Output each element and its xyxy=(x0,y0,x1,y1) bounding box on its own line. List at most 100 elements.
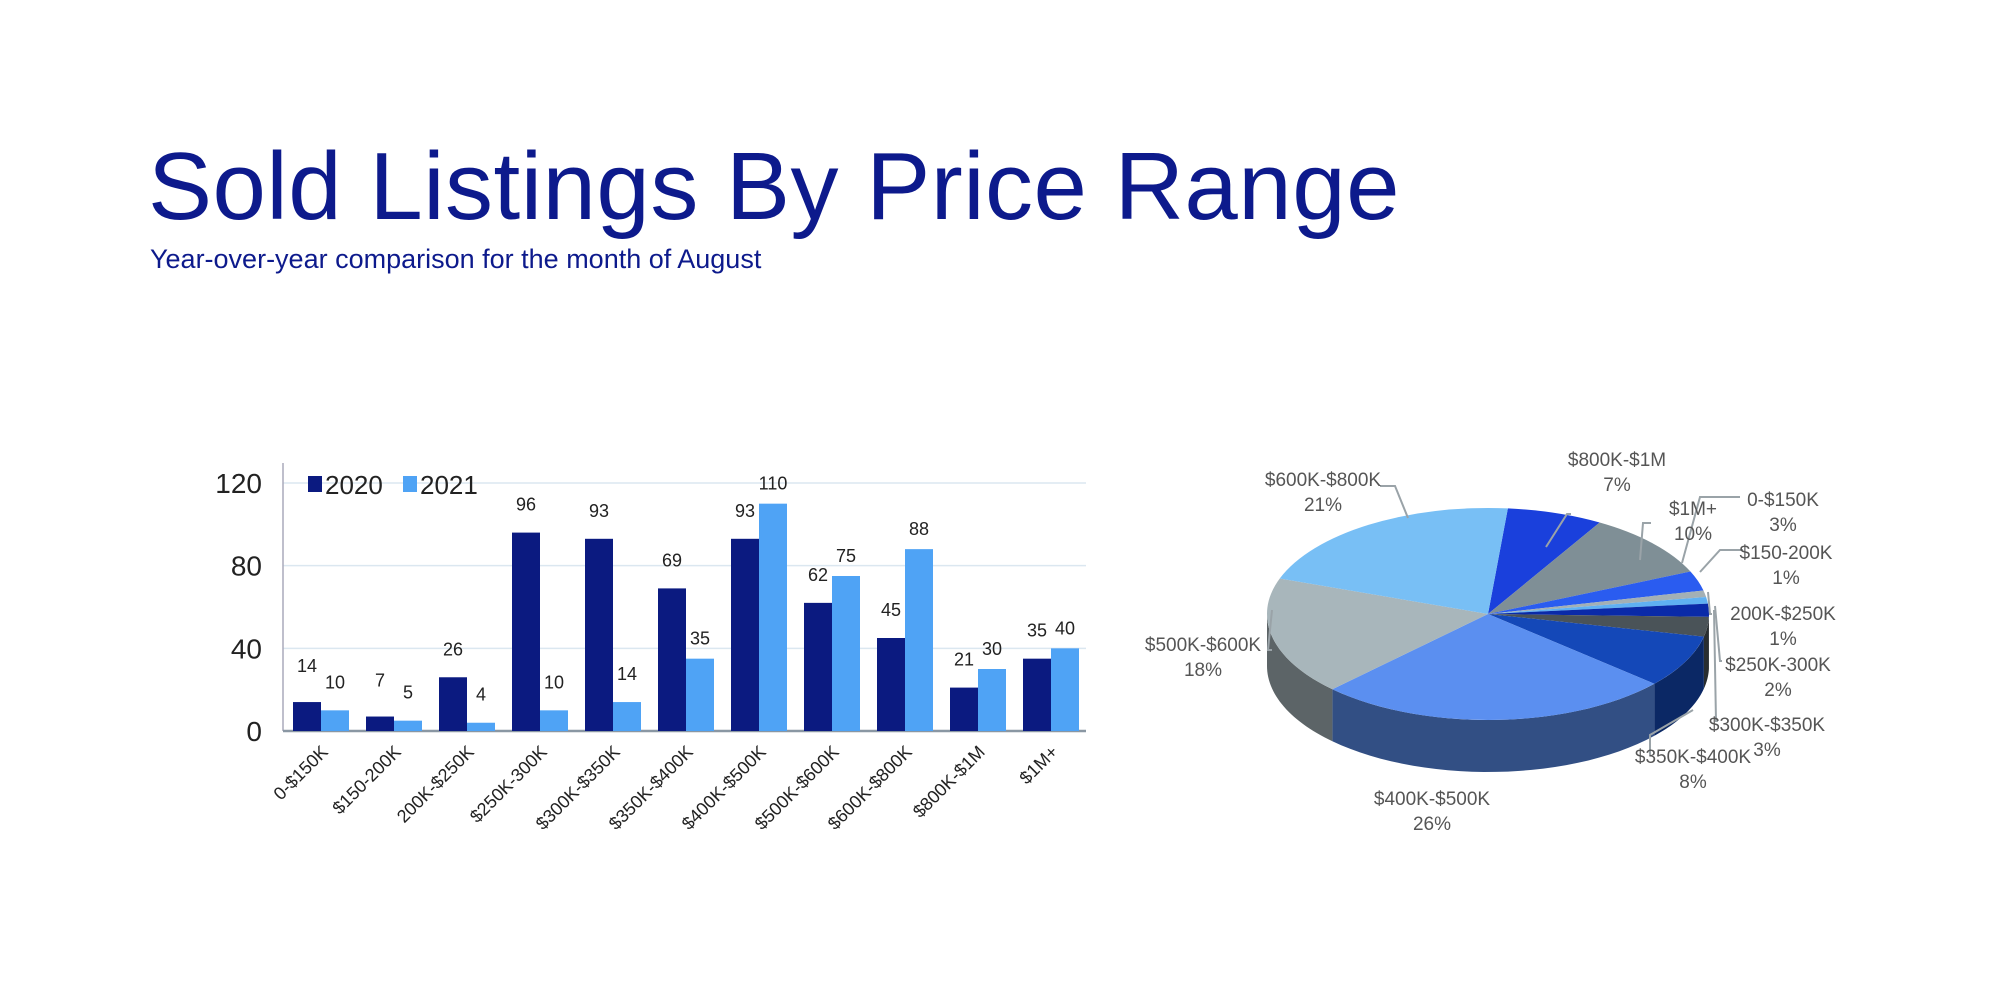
pie-slice xyxy=(1488,590,1707,614)
bar-2021 xyxy=(1051,648,1079,731)
pie-label: $150-200K xyxy=(1740,543,1833,564)
pie-label: 200K-$250K xyxy=(1730,604,1836,625)
pie-percent: 18% xyxy=(1184,660,1222,681)
x-tick-label: $150-200K xyxy=(328,742,404,818)
legend-label: 2020 xyxy=(325,470,383,500)
pie-percent: 7% xyxy=(1603,475,1631,496)
pie-percent: 1% xyxy=(1772,568,1800,589)
pie-label: $250K-300K xyxy=(1725,655,1831,676)
pie-slice xyxy=(1488,508,1600,614)
leader-line xyxy=(1713,609,1718,722)
data-label: 30 xyxy=(982,639,1002,659)
bar-2020 xyxy=(950,687,978,731)
leader-line xyxy=(1699,549,1743,573)
bar-2021 xyxy=(467,722,495,731)
bar-2020 xyxy=(512,532,540,731)
legend-label: 2021 xyxy=(420,470,478,500)
pie-slice xyxy=(1488,614,1709,637)
data-label: 5 xyxy=(403,683,413,703)
pie-percent: 26% xyxy=(1413,814,1451,835)
page-subtitle: Year-over-year comparison for the month … xyxy=(150,244,762,274)
y-tick-label: 40 xyxy=(231,633,262,664)
bar-2021 xyxy=(759,503,787,731)
bar-chart: 0 40 80 120 14 10 0-$150K 75 $150-200K 26 4 200K-$2… xyxy=(215,463,1086,834)
data-label: 88 xyxy=(909,519,929,539)
pie-percent: 1% xyxy=(1769,629,1797,650)
legend-swatch-2021 xyxy=(403,476,417,492)
pie-label: $800K-$1M xyxy=(1568,450,1666,471)
data-label: 93 xyxy=(589,501,609,521)
data-label: 40 xyxy=(1055,618,1075,638)
data-label: 69 xyxy=(662,550,682,570)
x-tick-label: $800K-$1M xyxy=(909,742,989,822)
pie-side xyxy=(1267,614,1333,742)
pie-side xyxy=(1654,636,1704,736)
leader-line xyxy=(1380,485,1409,519)
pie-label: $400K-$500K xyxy=(1374,789,1491,810)
x-tick-label: $1M+ xyxy=(1015,742,1061,788)
leader-line xyxy=(1545,513,1571,548)
pie-percent: 2% xyxy=(1764,680,1792,701)
pie-side xyxy=(1703,616,1709,689)
pie-percent: 8% xyxy=(1679,772,1707,793)
data-label: 35 xyxy=(690,629,710,649)
data-label: 75 xyxy=(836,546,856,566)
page-title: Sold Listings By Price Range xyxy=(148,133,1400,240)
leader-line xyxy=(1707,591,1712,615)
bar-2020 xyxy=(439,677,467,731)
data-label: 14 xyxy=(297,656,317,676)
bar-2021 xyxy=(978,669,1006,731)
pie-percent: 10% xyxy=(1674,524,1712,545)
bar-2021 xyxy=(686,658,714,731)
pie-percent: 3% xyxy=(1753,740,1781,761)
bar-2020 xyxy=(658,588,686,731)
bar-2021 xyxy=(540,710,568,731)
leader-line xyxy=(1681,496,1740,564)
bar-2021 xyxy=(394,720,422,731)
leader-line xyxy=(1649,709,1694,755)
pie-label: $300K-$350K xyxy=(1709,715,1826,736)
pie-side xyxy=(1332,683,1655,772)
bar-2020 xyxy=(1023,658,1051,731)
pie-slice xyxy=(1332,614,1655,721)
y-tick-label: 80 xyxy=(231,551,262,582)
bar-2021 xyxy=(613,702,641,731)
pie-percent: 3% xyxy=(1769,515,1797,536)
data-label: 110 xyxy=(759,474,788,494)
pie-slice xyxy=(1279,508,1508,614)
data-label: 96 xyxy=(516,495,536,515)
data-label: 10 xyxy=(325,672,345,692)
bar-2020 xyxy=(877,638,905,731)
data-label: 21 xyxy=(954,650,974,670)
pie-label: $1M+ xyxy=(1669,499,1717,520)
y-tick-label: 0 xyxy=(246,716,262,747)
data-label: 10 xyxy=(544,672,564,692)
bar-2020 xyxy=(804,602,832,731)
pie-label: 0-$150K xyxy=(1747,490,1819,511)
legend-swatch-2020 xyxy=(308,476,322,492)
pie-percent: 21% xyxy=(1304,495,1342,516)
leader-line xyxy=(1639,522,1651,561)
leader-line xyxy=(1266,609,1273,651)
data-label: 7 xyxy=(375,671,385,691)
bar-2021 xyxy=(321,710,349,731)
x-tick-label: 0-$150K xyxy=(270,742,332,804)
data-label: 45 xyxy=(881,600,901,620)
pie-slice xyxy=(1488,571,1704,614)
y-tick-label: 120 xyxy=(215,468,262,499)
pie-label: $500K-$600K xyxy=(1145,635,1262,656)
data-label: 4 xyxy=(476,685,486,705)
pie-slice xyxy=(1488,522,1691,614)
bar-2021 xyxy=(905,549,933,731)
bar-2021 xyxy=(832,576,860,731)
data-label: 26 xyxy=(443,639,463,659)
pie-slice xyxy=(1488,603,1709,617)
pie-label: $350K-$400K xyxy=(1635,747,1752,768)
pie-slice xyxy=(1488,614,1704,684)
bar-2020 xyxy=(731,538,759,731)
bar-2020 xyxy=(293,702,321,731)
data-label: 62 xyxy=(808,565,828,585)
pie-label: $600K-$800K xyxy=(1265,470,1382,491)
data-label: 14 xyxy=(617,664,637,684)
leader-line xyxy=(1714,605,1722,662)
